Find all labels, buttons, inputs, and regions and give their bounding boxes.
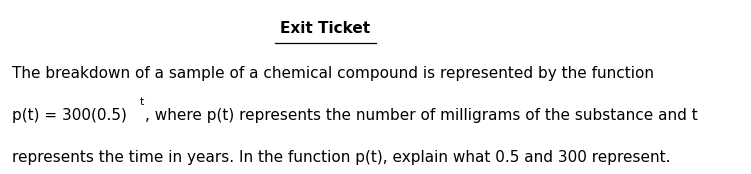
Text: The breakdown of a sample of a chemical compound is represented by the function: The breakdown of a sample of a chemical … xyxy=(12,66,653,81)
Text: p(t) = 300(0.5): p(t) = 300(0.5) xyxy=(12,108,127,123)
Text: represents the time in years. In the function p(t), explain what 0.5 and 300 rep: represents the time in years. In the fun… xyxy=(12,150,670,165)
Text: , where p(t) represents the number of milligrams of the substance and t: , where p(t) represents the number of mi… xyxy=(145,108,698,123)
Text: Exit Ticket: Exit Ticket xyxy=(280,21,370,36)
Text: t: t xyxy=(140,97,144,107)
